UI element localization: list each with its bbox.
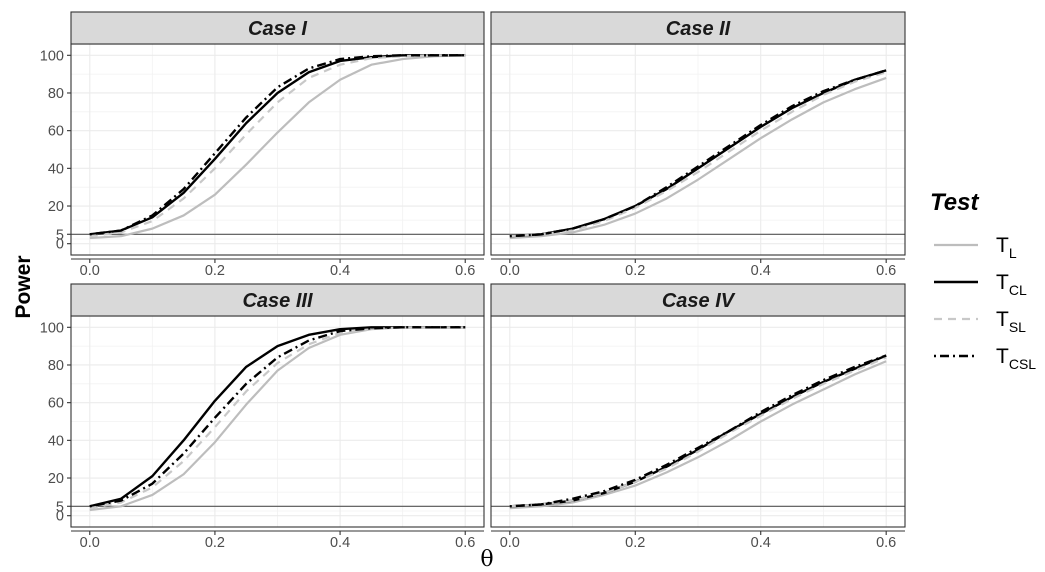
y-tick-label: 80 xyxy=(48,86,64,102)
y-tick-label: 100 xyxy=(40,320,64,336)
series-line-tcsl xyxy=(509,354,887,508)
legend-label: TL xyxy=(996,234,1017,261)
panel-strip xyxy=(490,11,906,45)
x-tick-label: 0.4 xyxy=(330,263,350,279)
series-line-tsl xyxy=(89,326,466,510)
y-axis-title: Power xyxy=(12,255,35,318)
x-axis-title: θ xyxy=(480,547,493,572)
series-line-tl xyxy=(509,360,887,510)
panel-4: Case IV 0.0 0.2 0.4 0.6 xyxy=(490,283,906,551)
panel-title: Case I xyxy=(248,18,307,40)
legend-entry-tcl: TCL xyxy=(934,271,1027,298)
series-line-tsl xyxy=(509,71,887,238)
panel-strip xyxy=(70,283,485,317)
y-tick-label: 60 xyxy=(48,124,64,140)
panel-3: Case III 0.0 0.2 0.4 0.6 05 20 40 60 80 100 xyxy=(40,283,485,551)
legend-entry-tsl: TSL xyxy=(934,308,1026,335)
x-tick-label: 0.4 xyxy=(751,535,771,551)
x-tick-label: 0.6 xyxy=(455,263,475,279)
panel-title: Case II xyxy=(666,18,731,40)
series-line-tl xyxy=(89,54,466,240)
y-tick-label: 80 xyxy=(48,358,64,374)
legend-label-subscript: L xyxy=(1009,245,1017,261)
series-line-tcsl xyxy=(89,326,466,508)
y-tick-label: 5 xyxy=(56,227,64,243)
y-tick-label: 60 xyxy=(48,396,64,412)
legend-entry-tcsl: TCSL xyxy=(934,345,1036,372)
panel-title: Case III xyxy=(242,290,312,312)
legend-label: TCL xyxy=(996,271,1027,298)
x-tick-label: 0.2 xyxy=(205,535,225,551)
x-tick-label: 0.0 xyxy=(80,535,100,551)
x-tick-label: 0.0 xyxy=(80,263,100,279)
legend-label: TCSL xyxy=(996,345,1036,372)
x-tick-label: 0.6 xyxy=(455,535,475,551)
legend-label-subscript: CSL xyxy=(1009,356,1036,372)
series-line-tcl xyxy=(89,54,466,236)
legend-entry-tl: TL xyxy=(934,234,1017,261)
panel-title: Case IV xyxy=(662,290,736,312)
series-line-tcsl xyxy=(89,54,466,236)
legend: Test TL TCL TSL TCSL xyxy=(930,189,1036,372)
x-tick-label: 0.4 xyxy=(330,535,350,551)
x-tick-label: 0.2 xyxy=(625,263,645,279)
series-line-tcsl xyxy=(509,69,887,238)
y-tick-label: 0 xyxy=(56,237,64,253)
x-tick-label: 0.2 xyxy=(625,535,645,551)
y-tick-label: 40 xyxy=(48,161,64,177)
legend-entries: TL TCL TSL TCSL xyxy=(934,234,1036,372)
x-tick-label: 0.0 xyxy=(500,263,520,279)
series-line-tcl xyxy=(89,326,466,508)
y-tick-label: 20 xyxy=(48,199,64,215)
panel-2: Case II 0.0 0.2 0.4 0.6 xyxy=(490,11,906,279)
y-tick-label: 100 xyxy=(40,48,64,64)
legend-label: TSL xyxy=(996,308,1026,335)
series-line-tl xyxy=(509,76,887,240)
y-tick-label: 40 xyxy=(48,433,64,449)
x-tick-label: 0.0 xyxy=(500,535,520,551)
x-tick-label: 0.6 xyxy=(876,263,896,279)
panel-strip xyxy=(70,11,485,45)
legend-label-subscript: SL xyxy=(1009,319,1026,335)
series-line-tsl xyxy=(509,356,887,508)
y-tick-label: 5 xyxy=(56,499,64,515)
legend-label-subscript: CL xyxy=(1009,282,1027,298)
x-tick-label: 0.4 xyxy=(751,263,771,279)
x-tick-label: 0.2 xyxy=(205,263,225,279)
panel-strip xyxy=(490,283,906,317)
y-tick-label: 0 xyxy=(56,509,64,525)
panel-1: Case I 0.0 0.2 0.4 0.6 05 20 40 60 80 100 xyxy=(40,11,485,279)
x-tick-label: 0.6 xyxy=(876,535,896,551)
y-tick-label: 20 xyxy=(48,471,64,487)
legend-title: Test xyxy=(930,189,979,216)
